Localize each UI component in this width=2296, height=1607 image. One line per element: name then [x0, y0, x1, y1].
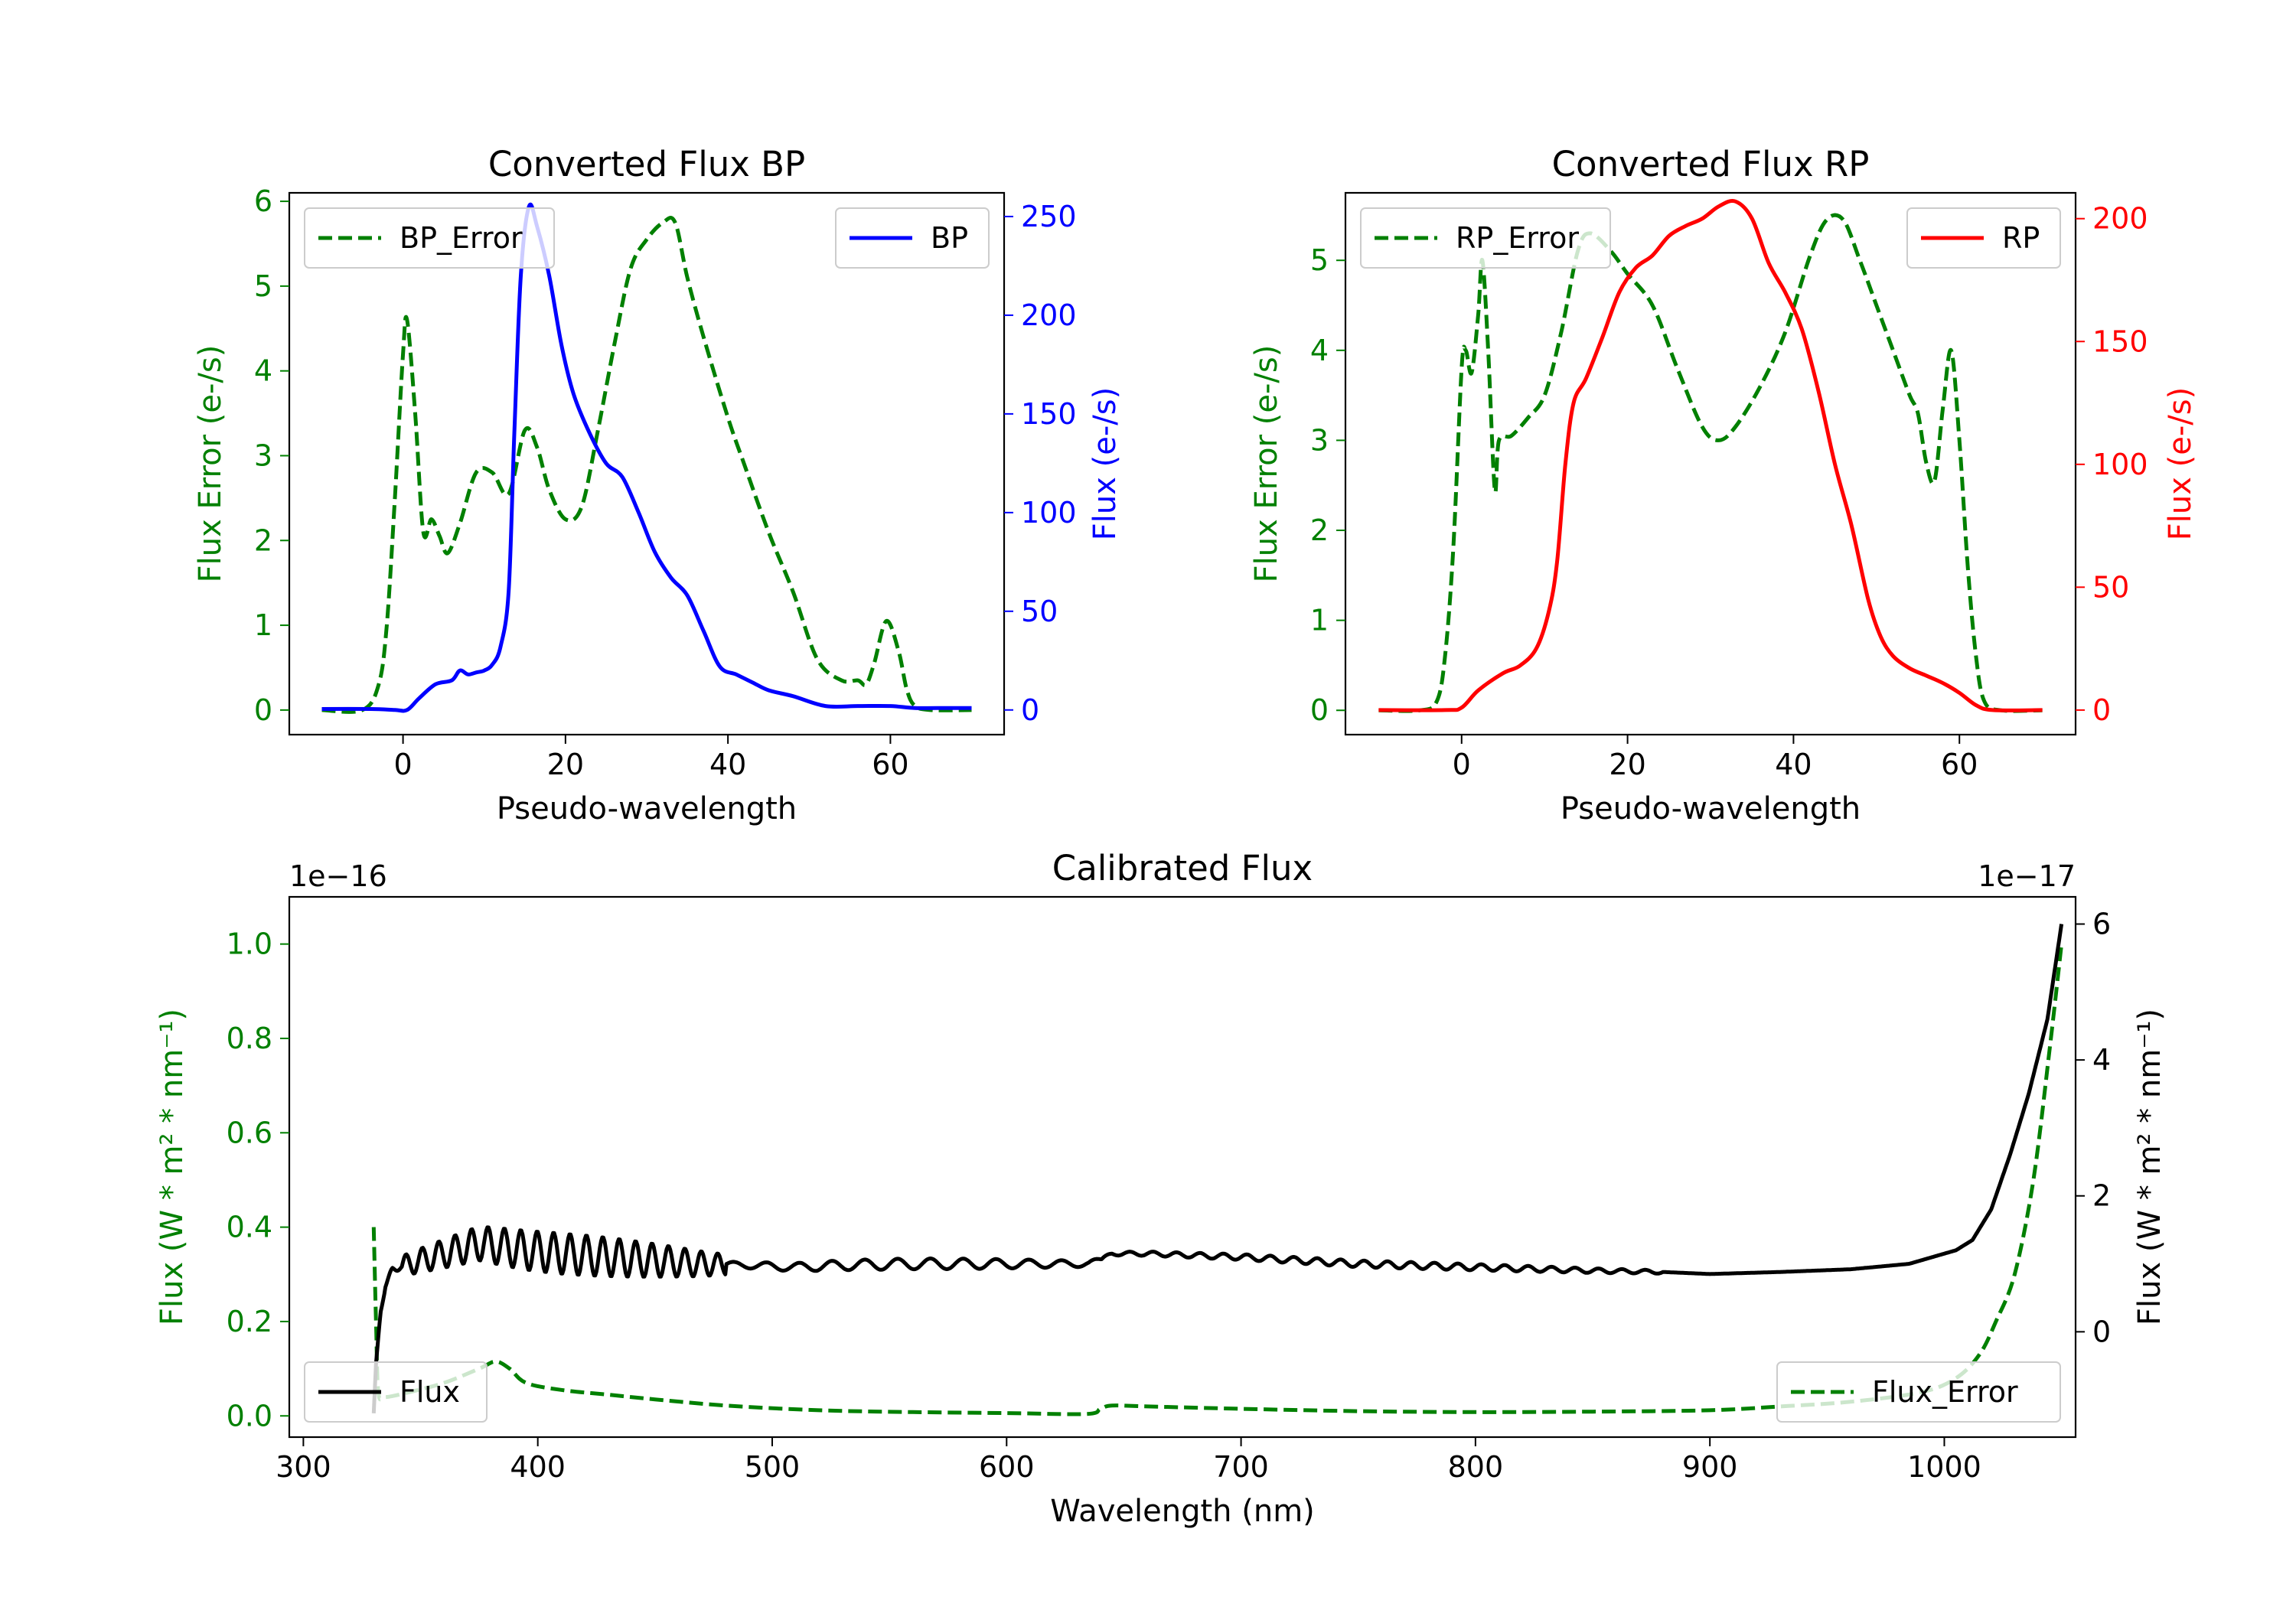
bp-left-ytick-label: 3	[254, 438, 272, 472]
rp-xtick-label: 20	[1609, 748, 1645, 781]
rp-series-rp-error	[1378, 213, 2043, 713]
rp-series-rp	[1378, 199, 2043, 712]
rp-left-ytick-label: 3	[1310, 423, 1329, 457]
bp-xtick-label: 0	[393, 748, 412, 781]
cal-flux-error-legend-label: Flux_Error	[1872, 1375, 2018, 1409]
cal-right-offset-text: 1e−17	[1978, 859, 2076, 893]
bp-bp-legend: BP	[835, 207, 990, 269]
bp-right-ytick-label: 250	[1021, 200, 1077, 233]
bp-left-ytick-label: 6	[254, 184, 272, 218]
cal-xtick-label: 600	[979, 1450, 1035, 1484]
rp-left-axis-label: Flux Error (e-/s)	[1249, 345, 1284, 583]
chart-calibrated-panel: 300 400 500 600 700 800 900 1000 0.0 0.2 0.4 0.6 0.8…	[155, 848, 2167, 1529]
bp-left-axis-label: Flux Error (e-/s)	[193, 345, 228, 583]
bp-left-ytick-label: 5	[254, 269, 272, 303]
cal-left-ytick-label: 0.0	[227, 1399, 272, 1433]
rp-right-ytick-label: 200	[2092, 202, 2148, 236]
cal-flux-legend-box	[304, 1361, 488, 1423]
rp-left-ytick-label: 2	[1310, 513, 1329, 547]
cal-xtick-label: 500	[745, 1450, 801, 1484]
rp-x-axis-label: Pseudo-wavelength	[1561, 791, 1861, 826]
rp-right-ytick-label: 50	[2092, 570, 2129, 604]
bp-series-bp	[321, 202, 972, 713]
rp-right-axis-label: Flux (e-/s)	[2163, 387, 2198, 540]
rp-xtick-label: 0	[1453, 748, 1471, 781]
rp-right-ytick-label: 150	[2092, 324, 2148, 358]
rp-chart-title: Converted Flux RP	[1552, 144, 1870, 184]
rp-series-group	[1378, 199, 2043, 713]
bp-xtick-label: 60	[872, 748, 908, 781]
cal-axes-frame	[288, 895, 2077, 1439]
bp-left-ytick-label: 0	[254, 693, 272, 727]
bp-xtick-label: 40	[709, 748, 746, 781]
cal-right-axis-label: Flux (W * m² * nm⁻¹)	[2132, 1009, 2167, 1325]
bp-series-group	[321, 202, 972, 714]
bp-right-ytick-label: 50	[1021, 595, 1058, 628]
cal-xtick-label: 1000	[1907, 1450, 1981, 1484]
cal-flux-error-legend-box	[1776, 1361, 2061, 1423]
rp-rp-error-legend-label: RP_Error	[1456, 221, 1579, 255]
bp-left-ytick-label: 4	[254, 354, 272, 388]
bp-x-axis-label: Pseudo-wavelength	[497, 791, 797, 826]
cal-left-ytick-label: 1.0	[227, 927, 272, 961]
bp-axes-frame	[288, 191, 1006, 736]
cal-flux-legend: Flux	[304, 1361, 488, 1423]
rp-right-ytick-label: 100	[2092, 448, 2148, 481]
cal-xtick-label: 800	[1448, 1450, 1504, 1484]
cal-right-ytick-label: 2	[2092, 1179, 2111, 1213]
cal-flux-legend-label: Flux	[400, 1375, 460, 1409]
cal-left-ytick-label: 0.2	[227, 1305, 272, 1338]
bp-bp-error-legend-box	[304, 207, 555, 269]
bp-right-ytick-label: 150	[1021, 397, 1077, 431]
cal-chart-title: Calibrated Flux	[1052, 848, 1313, 888]
cal-left-ytick-label: 0.8	[227, 1022, 272, 1055]
bp-xtick-label: 20	[547, 748, 584, 781]
cal-xtick-label: 300	[276, 1450, 331, 1484]
bp-left-ytick-label: 2	[254, 523, 272, 557]
rp-right-ytick-label: 0	[2092, 693, 2111, 727]
bp-chart-title: Converted Flux BP	[488, 144, 805, 184]
rp-rp-legend: RP	[1906, 207, 2061, 269]
cal-left-offset-text: 1e−16	[289, 859, 387, 893]
bp-bp-error-legend-label: BP_Error	[400, 221, 523, 255]
rp-rp-error-legend: RP_Error	[1360, 207, 1611, 269]
rp-rp-legend-label: RP	[2002, 221, 2040, 255]
rp-xtick-label: 60	[1941, 748, 1978, 781]
bp-right-ytick-label: 100	[1021, 496, 1077, 530]
cal-series-flux	[371, 924, 2064, 1414]
rp-left-ytick-label: 1	[1310, 604, 1329, 637]
rp-rp-error-legend-box	[1360, 207, 1611, 269]
cal-right-ytick-label: 0	[2092, 1315, 2111, 1348]
rp-xtick-label: 40	[1775, 748, 1812, 781]
cal-x-axis-label: Wavelength (nm)	[1050, 1494, 1315, 1529]
bp-right-ytick-label: 200	[1021, 298, 1077, 332]
bp-left-ytick-label: 1	[254, 608, 272, 642]
cal-left-ytick-label: 0.6	[227, 1116, 272, 1149]
cal-xtick-label: 700	[1213, 1450, 1269, 1484]
bp-bp-legend-label: BP	[931, 221, 968, 255]
cal-xtick-label: 400	[510, 1450, 566, 1484]
bp-right-axis-label: Flux (e-/s)	[1088, 387, 1123, 540]
rp-left-ytick-label: 5	[1310, 243, 1329, 277]
bp-series-bp-error	[321, 216, 972, 714]
bp-bp-error-legend: BP_Error	[304, 207, 555, 269]
bp-right-ytick-label: 0	[1021, 693, 1039, 727]
rp-left-ytick-label: 0	[1310, 693, 1329, 727]
rp-left-ytick-label: 4	[1310, 334, 1329, 367]
cal-right-ytick-label: 6	[2092, 908, 2111, 941]
cal-left-axis-label: Flux (W * m² * nm⁻¹)	[155, 1009, 190, 1325]
cal-right-ytick-label: 4	[2092, 1043, 2111, 1077]
cal-flux-error-legend: Flux_Error	[1776, 1361, 2061, 1423]
cal-xtick-label: 900	[1682, 1450, 1738, 1484]
cal-left-ytick-label: 0.4	[227, 1211, 272, 1244]
